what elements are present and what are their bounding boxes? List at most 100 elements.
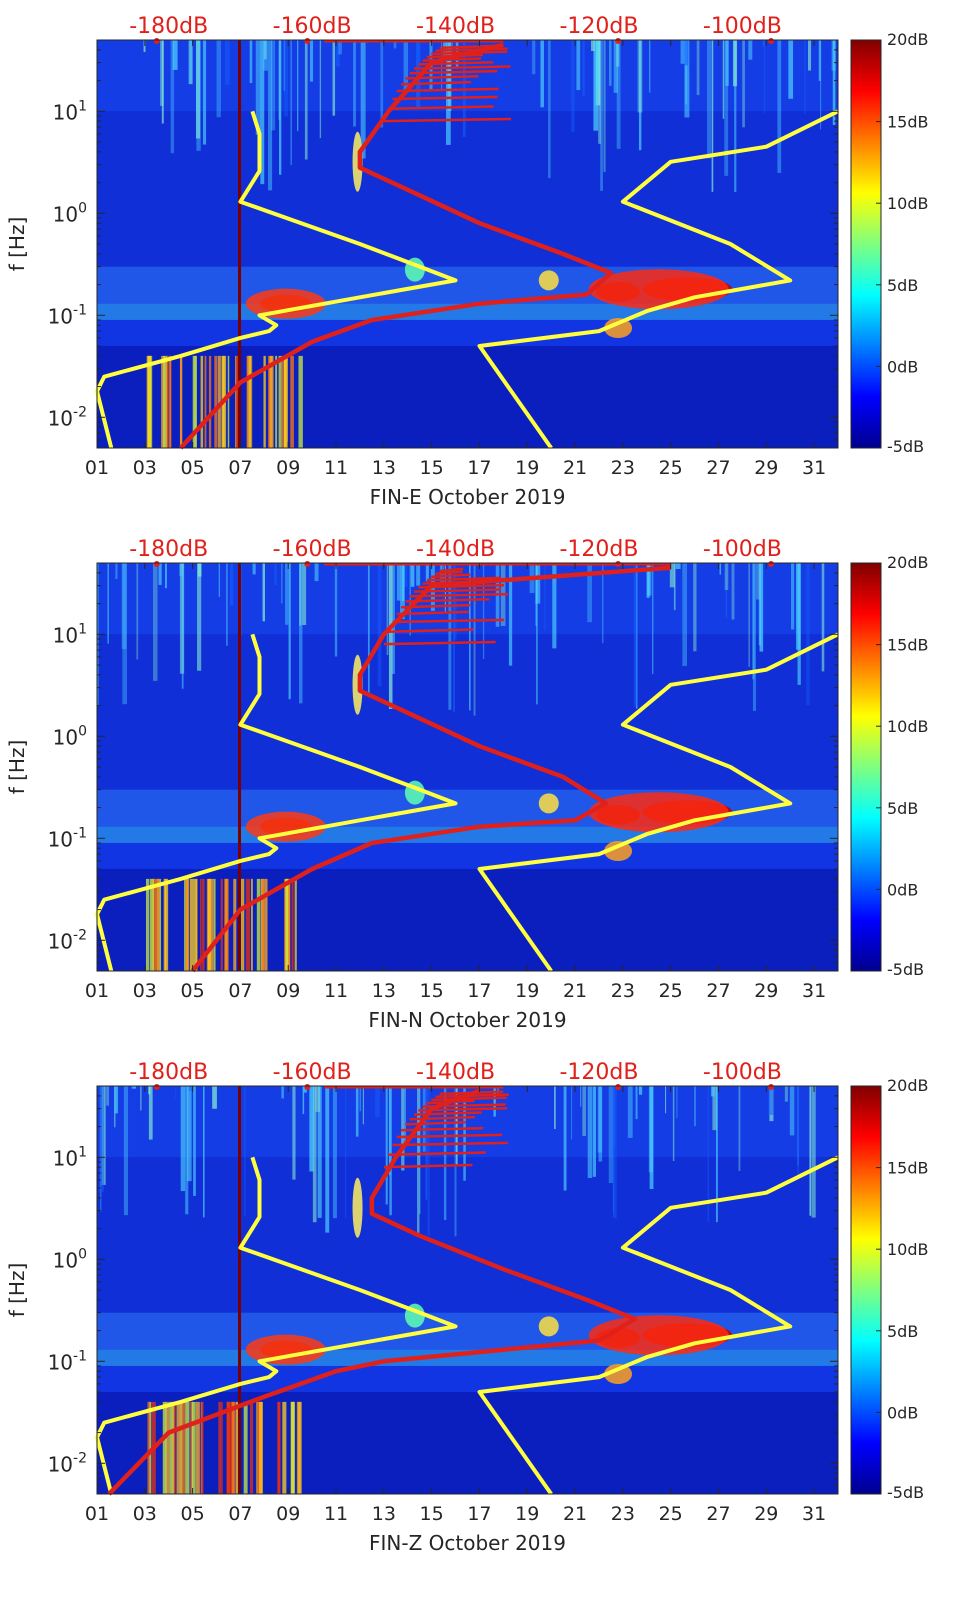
x-tick-label: 01 <box>85 457 109 479</box>
x-tick-label: 13 <box>372 457 396 479</box>
y-tick-exponent: 0 <box>78 1246 87 1262</box>
spectrogram-band <box>97 843 838 869</box>
spectrogram-streak <box>155 879 159 971</box>
spectrogram-streak <box>401 1086 404 1171</box>
spectrogram-streak <box>753 563 756 711</box>
spectrogram-streak <box>363 1086 364 1124</box>
spectrogram-streak <box>310 40 313 82</box>
colorbar-label: -5dB <box>887 1483 924 1502</box>
y-tick-base: 10 <box>48 827 73 851</box>
y-tick-base: 10 <box>53 202 78 226</box>
spectrogram-streak <box>345 1086 346 1218</box>
spectrogram-streak <box>221 879 223 971</box>
spectrogram-hotspot <box>539 1316 559 1336</box>
spectrogram-streak <box>201 356 204 448</box>
colorbar-label: 0dB <box>887 357 918 376</box>
spectrogram-streak <box>804 40 806 113</box>
spectrogram-streak <box>748 40 752 60</box>
top-db-label: -180dB <box>129 14 208 39</box>
spectrogram-streak <box>788 40 793 99</box>
spectrogram-streak <box>416 563 420 586</box>
x-tick-label: 31 <box>802 1503 826 1525</box>
spectrogram-streak <box>146 879 149 971</box>
top-db-label: -140dB <box>416 14 495 39</box>
spectrogram-streak <box>785 1086 788 1102</box>
x-tick-label: 19 <box>515 457 539 479</box>
y-tick-label: 10-1 <box>48 1348 87 1374</box>
x-tick-label: 21 <box>563 457 587 479</box>
spectrogram-streak <box>712 40 714 192</box>
spectrogram-streak <box>812 1086 816 1218</box>
spectrogram-streak <box>636 1086 638 1119</box>
x-tick-label: 09 <box>276 457 300 479</box>
spectrogram-band <box>97 346 838 448</box>
spectrogram-streak <box>278 1402 280 1494</box>
x-tick-label: 17 <box>467 1503 491 1525</box>
spectrogram-streak <box>297 40 298 131</box>
top-db-label: -100dB <box>703 1060 782 1085</box>
spectrogram-streak <box>682 563 687 666</box>
colorbar-label: -5dB <box>887 960 924 979</box>
spectrogram-streak <box>544 563 545 631</box>
spectrogram-streak <box>247 356 250 448</box>
spectrogram-streak <box>205 356 207 448</box>
x-tick-label: 03 <box>133 980 157 1002</box>
x-tick-label: 19 <box>515 980 539 1002</box>
spectrogram-streak <box>209 879 213 971</box>
y-axis-label: f [Hz] <box>5 740 29 795</box>
spectrogram-streak <box>229 1402 232 1494</box>
y-tick-label: 10-2 <box>48 927 87 953</box>
spectrogram-streak <box>233 879 236 971</box>
spectrogram-streak <box>791 563 794 629</box>
x-tick-label: 15 <box>420 980 444 1002</box>
y-tick-base: 10 <box>48 304 73 328</box>
top-db-label: -120dB <box>559 1060 638 1085</box>
x-tick-label: 13 <box>372 980 396 1002</box>
spectrogram-streak <box>282 1402 286 1494</box>
colorbar-label: 5dB <box>887 799 918 818</box>
spectrogram-streak <box>564 1086 567 1191</box>
spectrogram-streak <box>284 40 288 117</box>
spectrogram-streak <box>808 40 811 71</box>
x-tick-label: 11 <box>324 980 348 1002</box>
spectrogram-hotspot <box>589 792 729 832</box>
x-tick-label: 07 <box>228 1503 252 1525</box>
spectrogram-streak <box>182 563 184 689</box>
spectrogram-streak <box>302 563 306 625</box>
spectrogram-streak <box>180 1402 183 1494</box>
spectrogram-streak <box>389 563 393 709</box>
spectrogram-streak <box>124 1086 128 1215</box>
y-tick-label: 101 <box>53 621 87 647</box>
y-tick-label: 10-2 <box>48 1450 87 1476</box>
spectrogram-streak <box>275 356 277 448</box>
spectrogram-streak <box>279 356 281 448</box>
spectrogram-streak <box>676 563 681 569</box>
spectrogram-streak <box>303 1086 304 1114</box>
y-tick-exponent: -1 <box>73 825 87 841</box>
spectrogram-streak <box>609 40 612 86</box>
colorbar <box>851 40 881 448</box>
spectrogram-streak <box>822 563 825 671</box>
y-tick-exponent: -2 <box>73 1450 87 1466</box>
spectrogram-streak <box>163 1402 167 1494</box>
spectrogram-streak <box>209 356 211 448</box>
x-tick-label: 07 <box>228 457 252 479</box>
spectrogram-streak <box>194 879 197 971</box>
spectrogram-streak <box>796 563 801 650</box>
spectrogram-streak <box>309 1086 313 1171</box>
y-tick-base: 10 <box>53 725 78 749</box>
x-tick-label: 05 <box>181 457 205 479</box>
spectrogram-streak <box>263 563 265 621</box>
spectrogram-streak <box>749 563 750 667</box>
y-tick-exponent: 1 <box>78 621 87 637</box>
spectrogram-streak <box>777 40 781 173</box>
y-tick-base: 10 <box>48 406 73 430</box>
spectrogram-streak <box>230 563 233 605</box>
x-tick-label: 29 <box>754 1503 778 1525</box>
top-db-label: -100dB <box>703 537 782 562</box>
spectrogram-streak <box>212 1086 217 1109</box>
spectrogram-streak <box>284 356 288 448</box>
x-tick-label: 11 <box>324 1503 348 1525</box>
y-tick-exponent: -1 <box>73 302 87 318</box>
